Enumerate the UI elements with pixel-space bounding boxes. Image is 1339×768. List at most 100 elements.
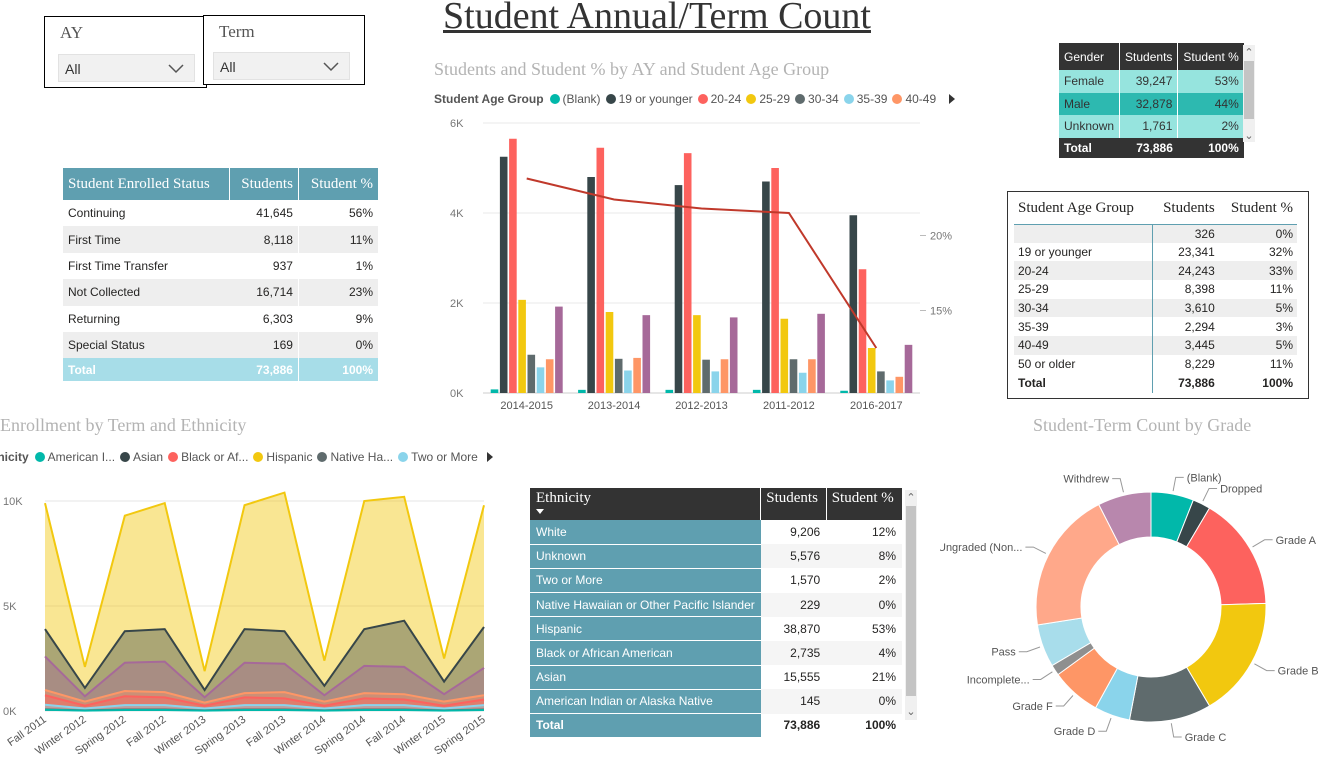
bar[interactable] xyxy=(614,358,623,393)
legend-item[interactable]: 20-24 xyxy=(697,92,741,106)
area-line[interactable] xyxy=(44,689,485,704)
bar[interactable] xyxy=(729,317,738,393)
column-header[interactable]: Student % xyxy=(297,168,378,200)
column-header[interactable]: Students xyxy=(760,488,827,520)
bar[interactable] xyxy=(633,357,641,393)
legend-item[interactable]: 40-49 xyxy=(892,92,936,106)
table-row[interactable]: 35-39 2,294 3% xyxy=(1014,317,1297,337)
ay-slicer[interactable]: AY All xyxy=(44,16,207,88)
legend-item[interactable]: American I... xyxy=(34,450,115,464)
bar[interactable] xyxy=(867,348,876,393)
area-line[interactable] xyxy=(44,619,485,692)
table-row[interactable]: Unknown 1,761 2% xyxy=(1059,115,1244,138)
column-header[interactable]: Gender xyxy=(1064,49,1105,64)
table-row[interactable]: Native Hawaiian or Other Pacific Islande… xyxy=(530,592,902,618)
column-header[interactable]: Student % xyxy=(825,488,902,520)
table-row[interactable]: American Indian or Alaska Native 145 0% xyxy=(530,689,902,715)
bar[interactable] xyxy=(578,389,586,393)
bar[interactable] xyxy=(877,371,885,393)
percent-line[interactable] xyxy=(526,177,878,349)
bar[interactable] xyxy=(545,359,554,393)
table-row[interactable]: First Time Transfer 937 1% xyxy=(63,252,378,280)
legend-next-icon[interactable] xyxy=(486,452,493,462)
term-slicer-dropdown[interactable]: All xyxy=(213,52,350,80)
table-row[interactable]: Male 32,878 44% xyxy=(1059,92,1244,115)
bar[interactable] xyxy=(536,367,545,393)
term-slicer[interactable]: Term All xyxy=(203,15,365,85)
table-row[interactable]: 30-34 3,610 5% xyxy=(1014,298,1297,318)
scroll-down-icon[interactable]: ⌄ xyxy=(906,705,916,718)
table-row[interactable]: Asian 15,555 21% xyxy=(530,665,902,690)
table-row[interactable]: Black or African American 2,735 4% xyxy=(530,640,902,666)
legend-item[interactable]: Two or More xyxy=(398,450,478,464)
scroll-down-icon[interactable]: ⌄ xyxy=(1244,129,1254,142)
legend-item[interactable]: 25-29 xyxy=(746,92,790,106)
table-row[interactable]: Returning 6,303 9% xyxy=(63,305,378,332)
bar[interactable] xyxy=(624,370,632,394)
column-header[interactable]: Student % xyxy=(1177,43,1244,70)
legend-item[interactable]: Black or Af... xyxy=(168,450,248,464)
legend-item[interactable]: (Blank) xyxy=(549,92,601,106)
bar[interactable] xyxy=(886,380,894,393)
table-row[interactable]: 19 or younger 23,341 32% xyxy=(1014,242,1297,262)
column-header[interactable]: Ethnicity xyxy=(530,488,761,520)
scroll-up-icon[interactable]: ⌃ xyxy=(906,491,916,504)
table-row[interactable]: 20-24 24,243 33% xyxy=(1014,261,1297,281)
bar[interactable] xyxy=(771,168,779,393)
bar[interactable] xyxy=(798,372,807,393)
table-row[interactable]: 40-49 3,445 5% xyxy=(1014,336,1297,355)
gender-scrollbar[interactable]: ⌃ ⌄ xyxy=(1243,45,1255,142)
ethnicity-scrollbar[interactable]: ⌃ ⌄ xyxy=(905,490,917,720)
area-line[interactable] xyxy=(44,694,485,707)
donut-slice[interactable] xyxy=(1035,503,1120,626)
table-row[interactable]: Special Status 169 0% xyxy=(63,331,378,359)
table-row[interactable]: First Time 8,118 11% xyxy=(63,226,378,253)
bar[interactable] xyxy=(840,390,848,393)
bar[interactable] xyxy=(702,359,710,393)
bar[interactable] xyxy=(895,376,904,393)
bar[interactable] xyxy=(780,318,789,393)
table-row[interactable]: Two or More 1,570 2% xyxy=(530,568,902,594)
table-row[interactable]: Female 39,247 53% xyxy=(1059,70,1244,93)
bar[interactable] xyxy=(720,359,729,393)
bar[interactable] xyxy=(858,269,867,393)
column-header[interactable]: Students xyxy=(229,168,299,200)
bar[interactable] xyxy=(518,299,526,393)
bar[interactable] xyxy=(808,359,816,393)
bar[interactable] xyxy=(509,138,517,393)
bar[interactable] xyxy=(674,185,683,393)
area-line[interactable] xyxy=(44,491,485,672)
bar[interactable] xyxy=(490,389,499,393)
column-header[interactable]: Students xyxy=(1163,200,1215,217)
table-row[interactable]: Continuing 41,645 56% xyxy=(63,200,378,227)
table-row[interactable]: 25-29 8,398 11% xyxy=(1014,280,1297,299)
area-line[interactable] xyxy=(44,655,485,699)
bar[interactable] xyxy=(665,389,674,393)
bar[interactable] xyxy=(817,313,825,393)
bar[interactable] xyxy=(683,153,692,393)
scroll-up-icon[interactable]: ⌃ xyxy=(1244,46,1254,59)
column-header[interactable]: Student Enrolled Status xyxy=(68,175,210,192)
legend-item[interactable]: Hispanic xyxy=(253,450,312,464)
bar[interactable] xyxy=(555,306,563,393)
legend-next-icon[interactable] xyxy=(949,94,956,104)
sort-descending-icon[interactable] xyxy=(536,509,544,514)
bar[interactable] xyxy=(693,315,701,393)
bar[interactable] xyxy=(752,389,761,393)
column-header[interactable]: Students xyxy=(1119,43,1178,70)
table-row[interactable]: Hispanic 38,870 53% xyxy=(530,616,902,642)
bar[interactable] xyxy=(527,354,536,393)
bar[interactable] xyxy=(849,215,858,393)
bar[interactable] xyxy=(711,371,720,393)
table-row[interactable]: White 9,206 12% xyxy=(530,520,902,545)
bar[interactable] xyxy=(587,177,595,393)
bar[interactable] xyxy=(904,344,913,393)
bar[interactable] xyxy=(499,156,508,393)
bar[interactable] xyxy=(596,147,605,393)
bar[interactable] xyxy=(642,315,651,393)
table-row[interactable]: 50 or older 8,229 11% xyxy=(1014,354,1297,374)
table-row[interactable]: Not Collected 16,714 23% xyxy=(63,279,378,306)
scroll-thumb[interactable] xyxy=(1244,61,1254,119)
ay-slicer-dropdown[interactable]: All xyxy=(58,54,195,82)
legend-item[interactable]: 19 or younger xyxy=(605,92,693,106)
